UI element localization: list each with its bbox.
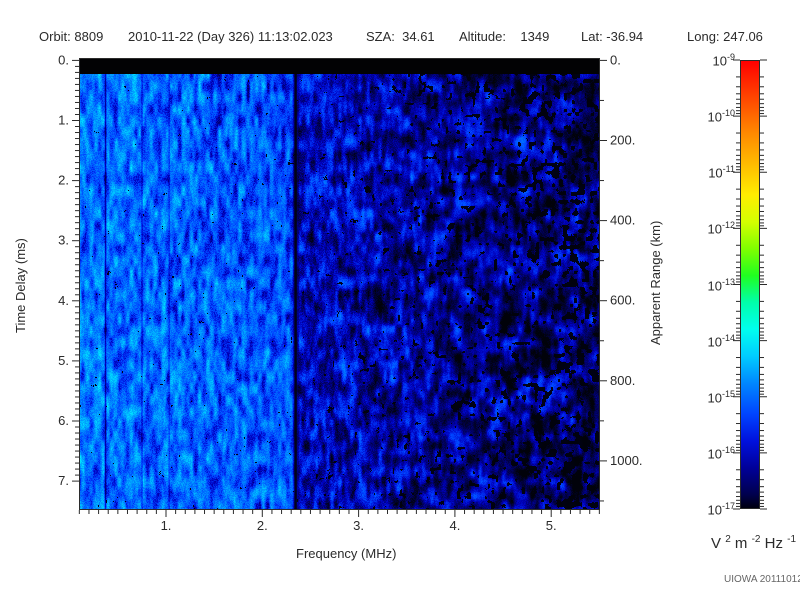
svg-text:7.: 7. <box>58 473 69 488</box>
svg-text:6.: 6. <box>58 413 69 428</box>
svg-text:1000.: 1000. <box>610 453 643 468</box>
svg-text:4.: 4. <box>58 293 69 308</box>
svg-text:3.: 3. <box>58 233 69 248</box>
svg-text:0.: 0. <box>58 52 69 67</box>
svg-text:600.: 600. <box>610 293 635 308</box>
svg-text:2.: 2. <box>257 518 268 533</box>
svg-text:2.: 2. <box>58 173 69 188</box>
svg-text:5.: 5. <box>546 518 557 533</box>
svg-text:0.: 0. <box>610 52 621 67</box>
svg-text:800.: 800. <box>610 373 635 388</box>
svg-text:5.: 5. <box>58 353 69 368</box>
svg-text:1.: 1. <box>161 518 172 533</box>
svg-text:1.: 1. <box>58 113 69 128</box>
svg-text:3.: 3. <box>353 518 364 533</box>
svg-text:4.: 4. <box>449 518 460 533</box>
svg-text:400.: 400. <box>610 213 635 228</box>
svg-text:200.: 200. <box>610 133 635 148</box>
